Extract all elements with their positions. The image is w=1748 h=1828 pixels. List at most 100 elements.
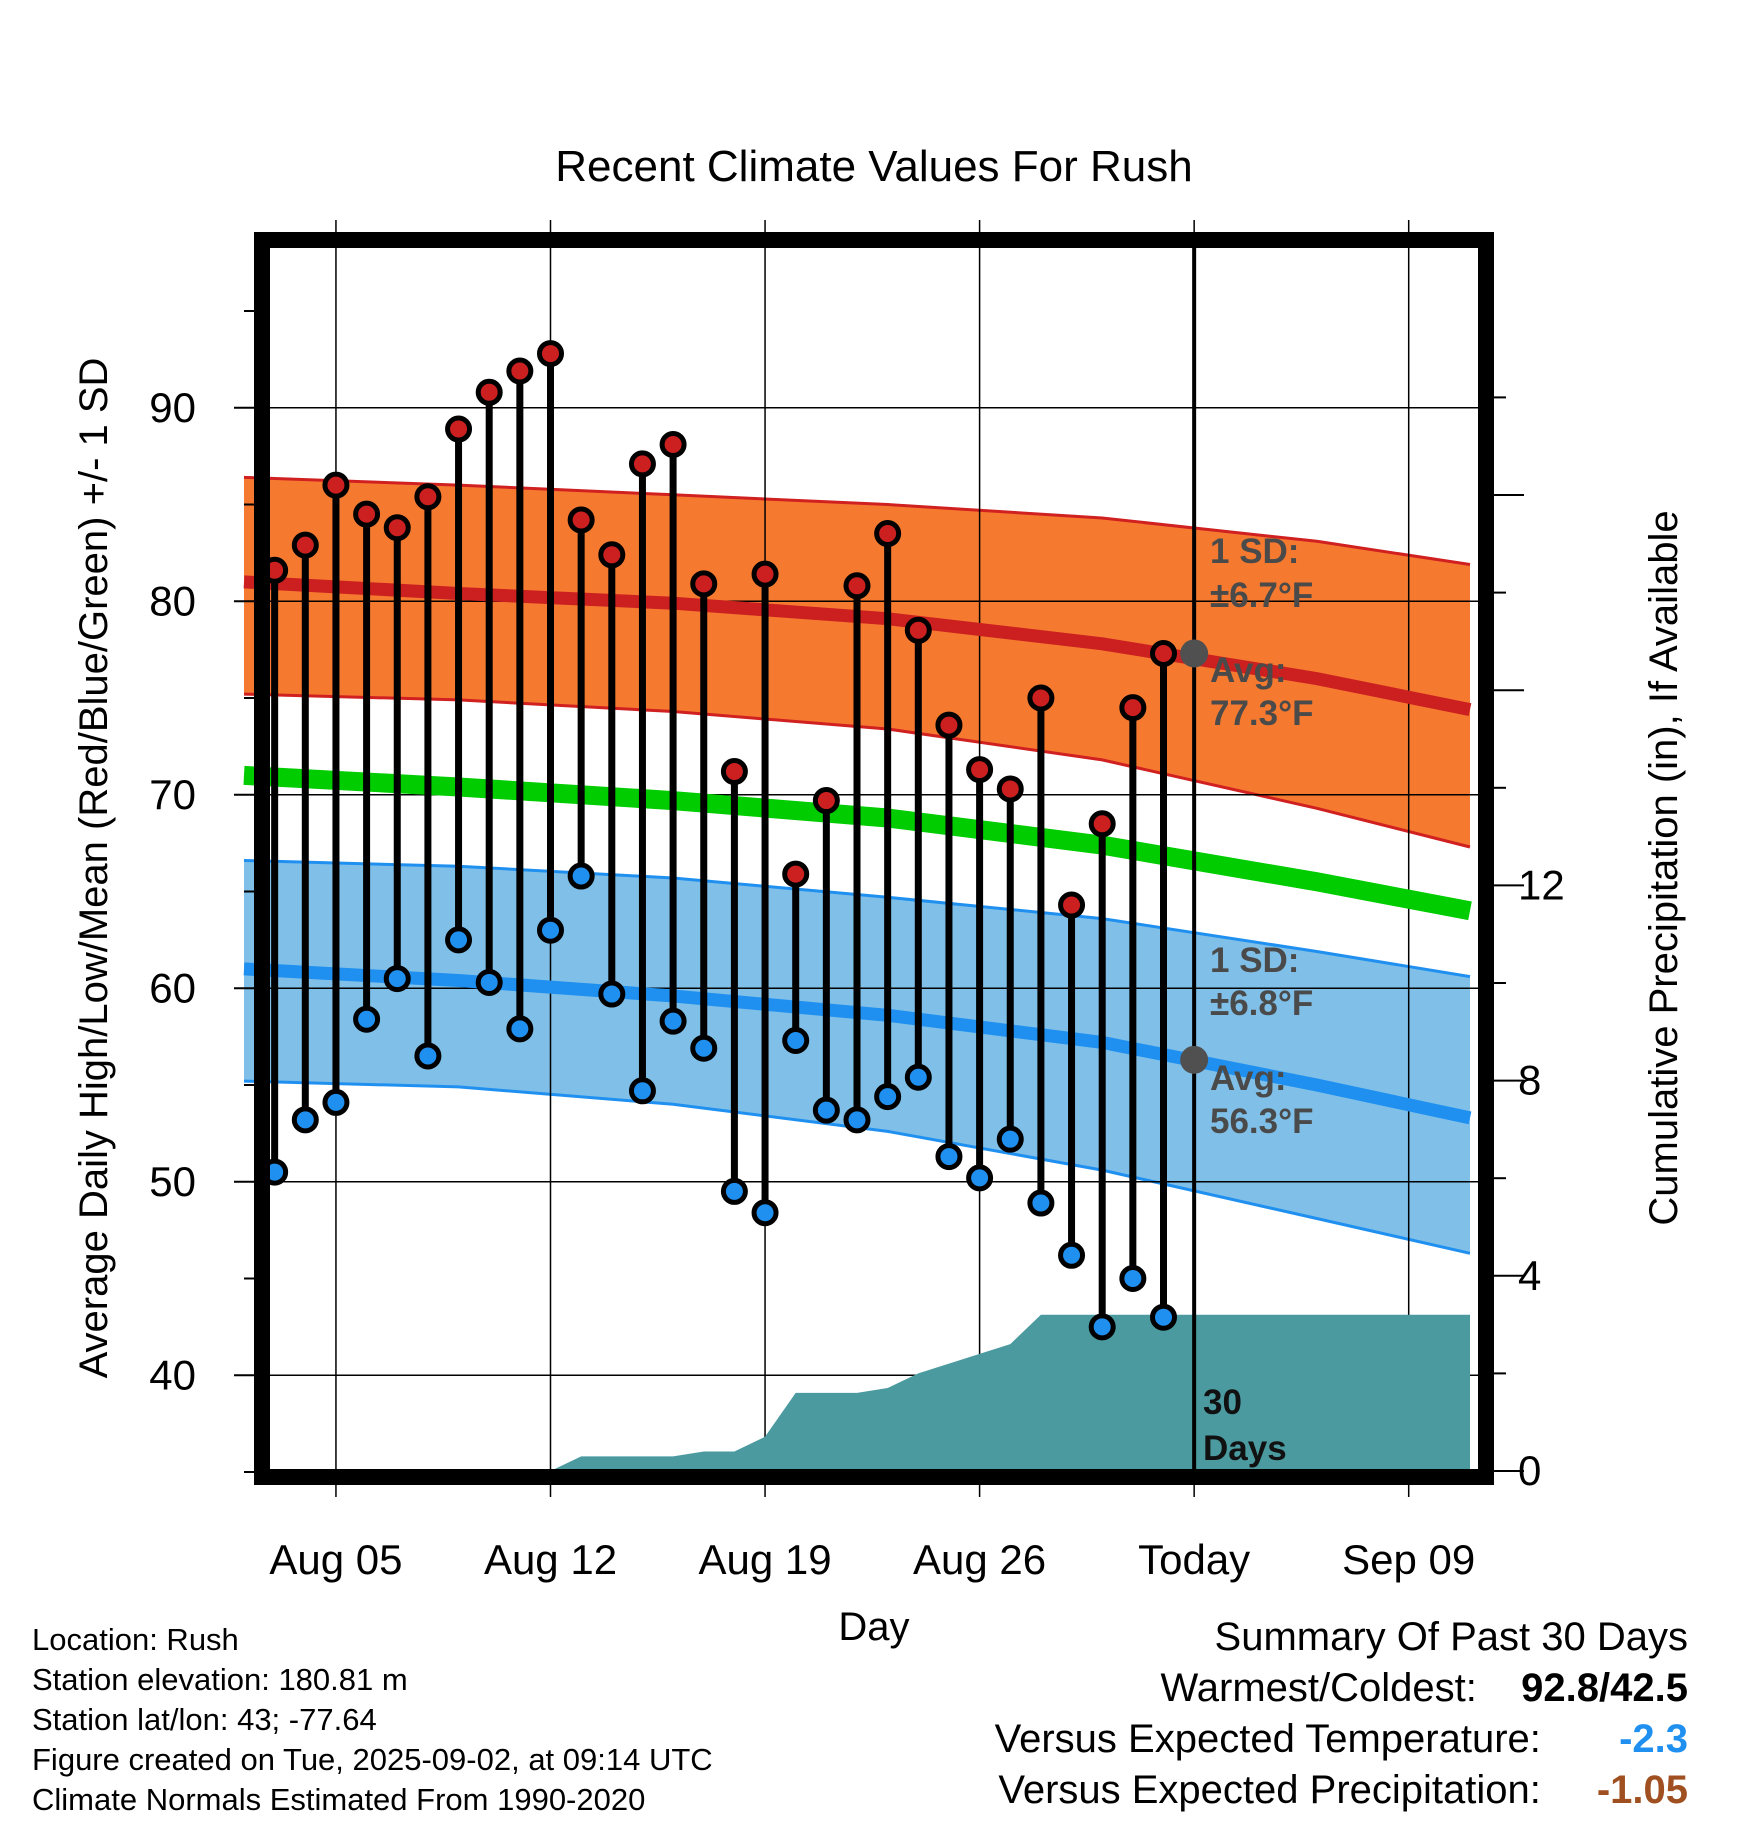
high-point-3 (353, 500, 381, 528)
high-avg-value: 77.3°F (1210, 694, 1314, 733)
summary-heading: Summary Of Past 30 Days (1214, 1615, 1688, 1659)
high-point-19 (843, 572, 871, 600)
y-axis-label-left: Average Daily High/Low/Mean (Red/Blue/Gr… (72, 358, 116, 1379)
annotations: 1 SD: ±6.7°F Avg: 77.3°F 1 SD: ±6.8°F Av… (1203, 532, 1314, 1468)
high-point-4 (383, 514, 411, 542)
high-point-13 (659, 431, 687, 459)
low-point-3 (353, 1005, 381, 1033)
low-point-20 (874, 1083, 902, 1111)
low-point-11 (598, 980, 626, 1008)
right-tick-label-3: 12 (1518, 861, 1565, 908)
right-tick-label-0: 0 (1518, 1447, 1541, 1494)
low-point-6 (445, 926, 473, 954)
today-line (1180, 246, 1209, 1471)
high-point-25 (1027, 684, 1055, 712)
low-point-19 (843, 1106, 871, 1134)
summary-row-temp: Versus Expected Temperature: -2.3 (995, 1714, 1688, 1765)
low-point-25 (1027, 1189, 1055, 1217)
low-point-21 (904, 1063, 932, 1091)
warmest-coldest-label: Warmest/Coldest: (1160, 1666, 1477, 1710)
days-count: 30 (1203, 1383, 1242, 1422)
left-tick-label-5: 90 (149, 384, 196, 431)
high-point-27 (1088, 810, 1116, 838)
low-point-4 (383, 965, 411, 993)
low-point-26 (1058, 1241, 1086, 1269)
x-tick-label-4: Today (1138, 1536, 1250, 1583)
low-point-18 (812, 1096, 840, 1124)
low-avg-value: 56.3°F (1210, 1102, 1314, 1141)
x-tick-label-5: Sep 09 (1342, 1536, 1475, 1583)
low-point-10 (567, 862, 595, 890)
high-point-22 (935, 711, 963, 739)
low-point-5 (414, 1042, 442, 1070)
high-point-21 (904, 616, 932, 644)
precip-diff-label: Versus Expected Precipitation: (998, 1768, 1541, 1812)
high-avg-label: Avg: (1210, 651, 1286, 690)
low-point-7 (475, 968, 503, 996)
today-high-avg-marker (1180, 639, 1209, 668)
latlon-text: Station lat/lon: 43; -77.64 (32, 1702, 377, 1737)
high-sd-label: 1 SD: (1210, 532, 1299, 571)
high-point-12 (628, 450, 656, 478)
high-point-7 (475, 378, 503, 406)
left-tick-label-0: 40 (149, 1351, 196, 1398)
low-point-14 (690, 1034, 718, 1062)
low-point-15 (720, 1177, 748, 1205)
low-point-17 (782, 1026, 810, 1054)
low-avg-label: Avg: (1210, 1059, 1286, 1098)
high-point-29 (1150, 639, 1177, 667)
x-tick-label-3: Aug 26 (913, 1536, 1046, 1583)
low-point-28 (1119, 1265, 1147, 1292)
low-point-23 (966, 1164, 994, 1192)
low-point-12 (628, 1077, 656, 1105)
high-point-1 (291, 531, 319, 559)
low-sd-value: ±6.8°F (1210, 984, 1313, 1023)
high-point-8 (506, 357, 534, 385)
high-point-9 (537, 340, 564, 368)
location-text: Location: Rush (32, 1622, 239, 1657)
plot-frame (254, 232, 1494, 1485)
high-point-10 (567, 506, 595, 534)
high-point-24 (996, 775, 1024, 803)
grid-lines (268, 220, 1480, 1497)
high-point-16 (751, 560, 779, 588)
left-tick-label-1: 50 (149, 1158, 196, 1205)
low-point-24 (996, 1125, 1024, 1153)
summary-row-warmest: Warmest/Coldest: 92.8/42.5 (995, 1663, 1689, 1714)
observed-stems (261, 340, 1177, 1341)
left-tick-label-2: 60 (149, 964, 196, 1011)
low-point-22 (935, 1143, 963, 1171)
axis-ticks: 40 50 60 70 80 90 0 4 8 12 Aug 05 Aug 12 Aug 19 Aug 2… (149, 310, 1565, 1583)
high-point-18 (812, 787, 840, 815)
chart-title: Recent Climate Values For Rush (555, 142, 1192, 191)
left-tick-label-4: 80 (149, 577, 196, 624)
high-point-11 (598, 541, 626, 569)
summary-row-precip: Versus Expected Precipitation: -1.05 (995, 1765, 1688, 1816)
low-point-13 (659, 1007, 687, 1035)
elevation-text: Station elevation: 180.81 m (32, 1662, 408, 1697)
high-point-17 (782, 860, 810, 888)
high-point-5 (414, 483, 442, 511)
high-point-28 (1119, 694, 1147, 722)
high-sd-value: ±6.7°F (1210, 576, 1313, 615)
high-point-2 (322, 471, 350, 499)
high-point-15 (720, 758, 748, 786)
x-axis-label: Day (838, 1605, 909, 1649)
high-point-14 (690, 570, 718, 598)
high-point-6 (445, 415, 473, 443)
left-tick-label-3: 70 (149, 771, 196, 818)
high-point-23 (966, 756, 994, 784)
x-tick-label-1: Aug 12 (484, 1536, 617, 1583)
low-point-2 (322, 1088, 350, 1116)
temp-diff-label: Versus Expected Temperature: (994, 1717, 1541, 1761)
station-info: Location: Rush Station elevation: 180.81… (32, 1620, 713, 1820)
plot-border (254, 232, 1494, 1485)
low-sd-label: 1 SD: (1210, 941, 1299, 980)
temp-diff-value: -2.3 (1619, 1717, 1688, 1761)
high-point-26 (1058, 891, 1086, 919)
low-point-1 (291, 1106, 319, 1134)
low-point-29 (1150, 1303, 1177, 1331)
low-point-16 (751, 1199, 779, 1227)
x-tick-label-0: Aug 05 (269, 1536, 402, 1583)
